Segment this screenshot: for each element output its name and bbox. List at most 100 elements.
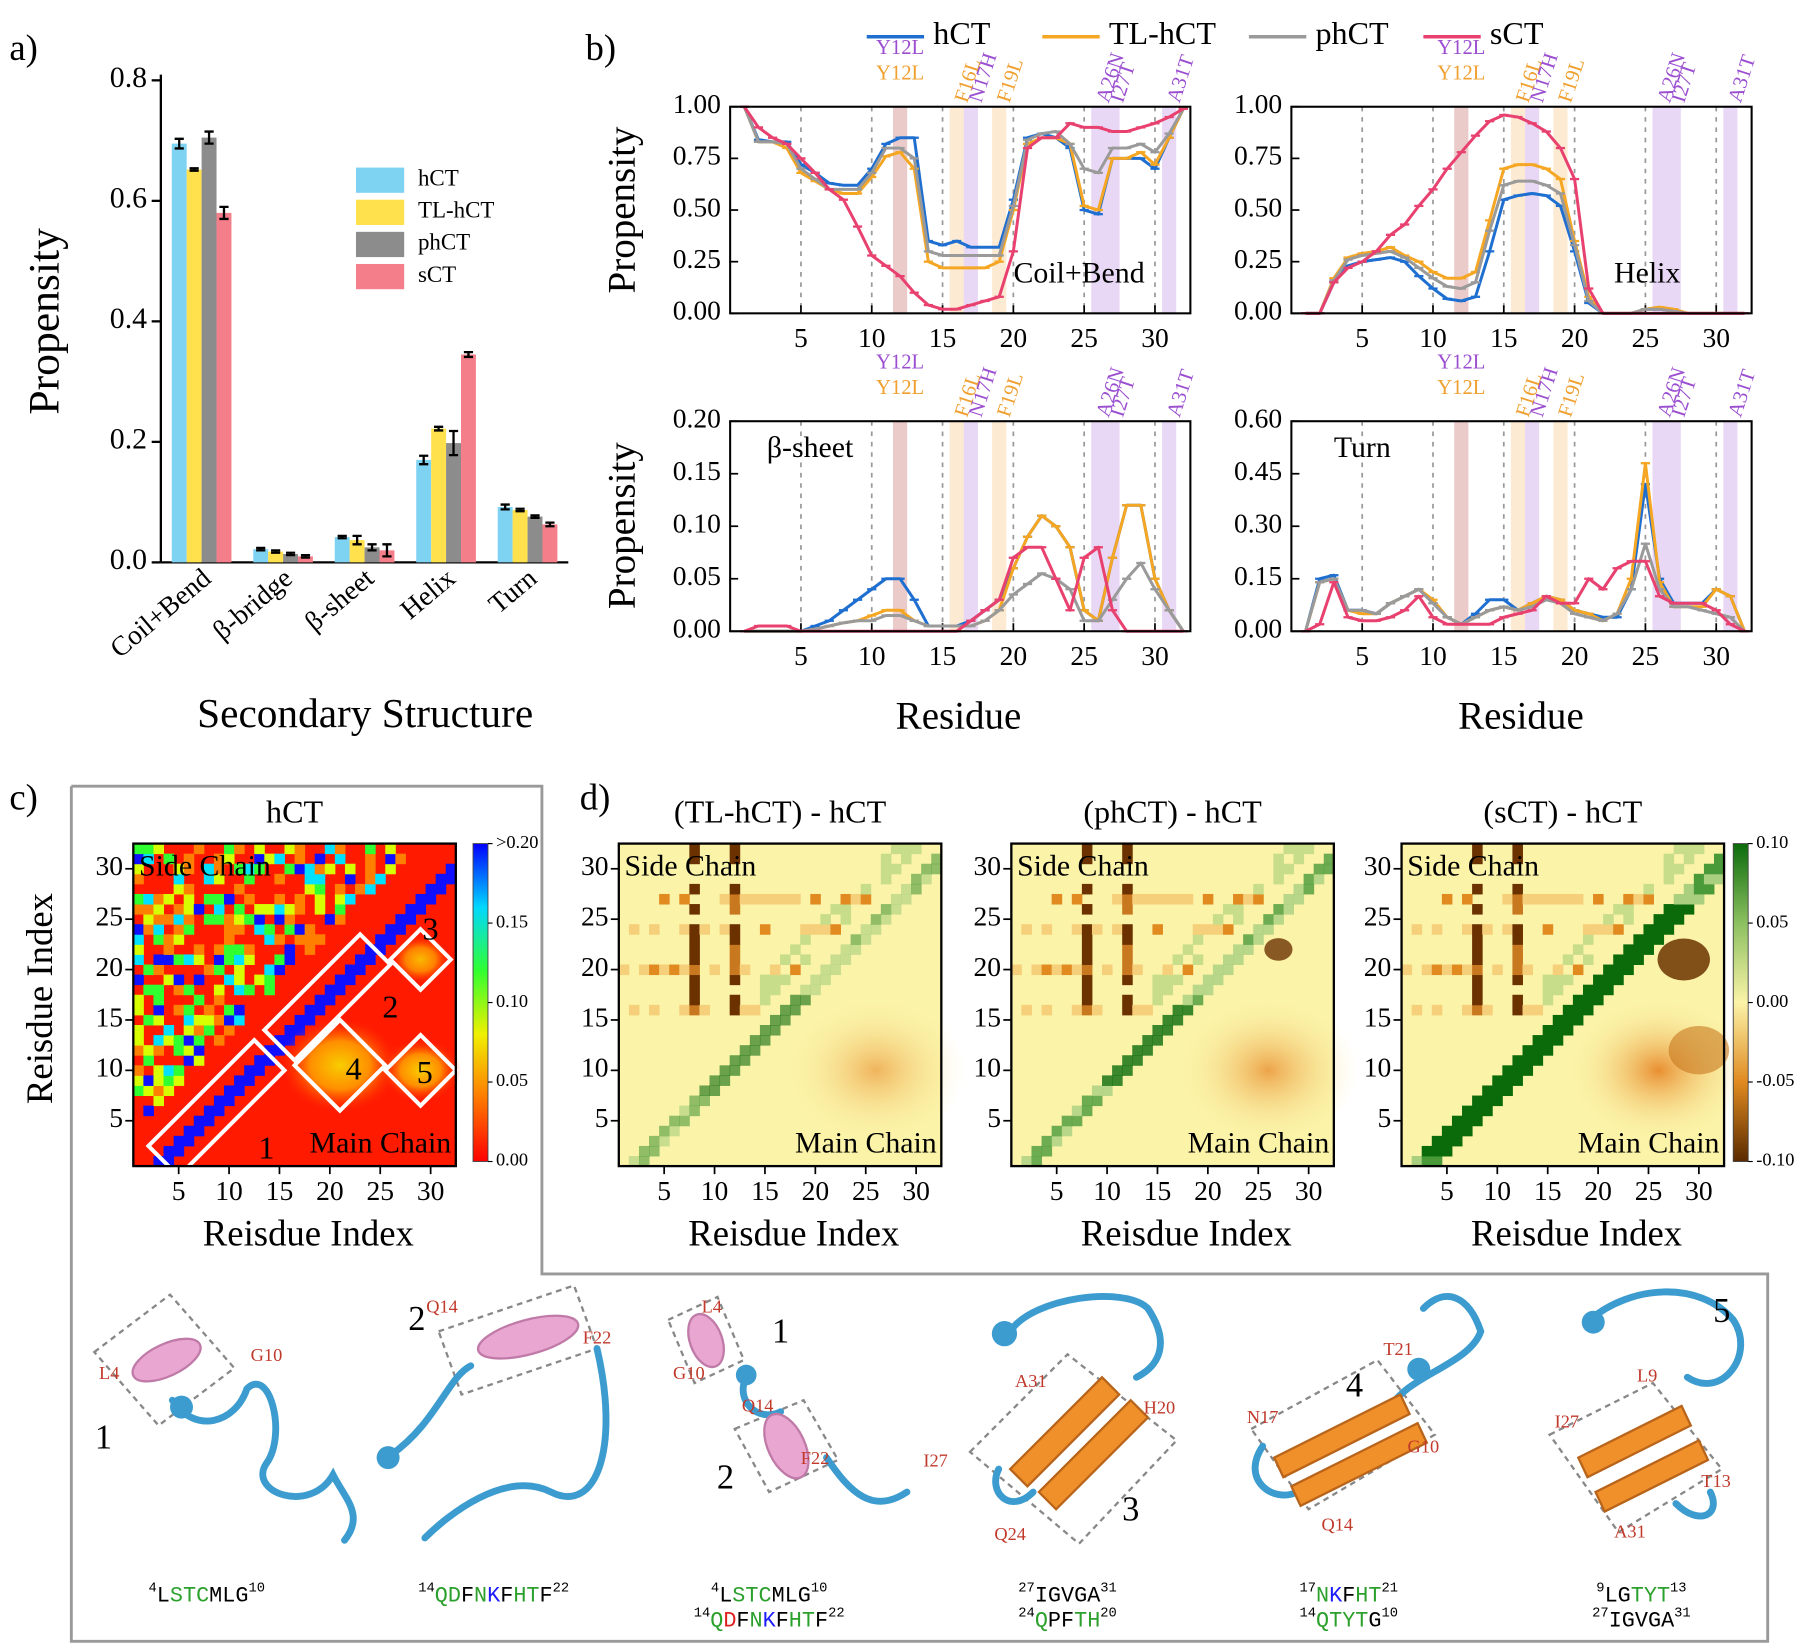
residue-label: N17	[1247, 1407, 1279, 1427]
heatmap-cell	[1152, 893, 1163, 905]
heatmap-cell	[689, 843, 700, 855]
heatmap-cell	[729, 1065, 741, 1076]
legend-label: sCT	[418, 262, 456, 287]
heatmap-cell	[1293, 843, 1305, 855]
heatmap-cell	[860, 883, 872, 895]
heatmap-cell	[304, 944, 316, 955]
mutation-label: Y12L	[1437, 352, 1485, 374]
heatmap-cell	[1303, 883, 1315, 895]
heatmap-cell	[1582, 1004, 1594, 1016]
map-title: hCT	[266, 793, 323, 829]
heatmap-cell	[1713, 863, 1725, 875]
heatmap-cell	[1472, 1115, 1483, 1127]
heatmap-cell	[133, 1035, 144, 1046]
heatmap-cell	[1603, 984, 1614, 996]
heatmap-cell	[314, 904, 326, 915]
heatmap-cell	[1552, 893, 1564, 905]
heatmap-cell	[780, 1014, 791, 1026]
heatmap-cell	[1462, 1105, 1473, 1117]
y-tick-label: 0.15	[1234, 560, 1282, 591]
heatmap-cell	[153, 1156, 165, 1167]
x-tick-label: 5	[1440, 1175, 1454, 1206]
residue-label: G10	[251, 1345, 283, 1365]
heatmap-cell	[1693, 843, 1705, 855]
heatmap-cell	[224, 954, 235, 965]
heatmap-cell	[213, 964, 225, 976]
y-tick-label: 15	[1364, 1001, 1392, 1032]
heatmap-shade	[1668, 1026, 1730, 1075]
x-tick-label: 15	[929, 322, 957, 353]
residue-label: L4	[702, 1297, 722, 1317]
error-bar	[448, 429, 459, 457]
x-axis-label: Secondary Structure	[197, 690, 533, 736]
heatmap-cell	[1673, 904, 1685, 915]
heatmap-cell	[264, 1045, 275, 1056]
heatmap-cell	[1313, 863, 1325, 875]
heatmap-cell	[213, 904, 225, 915]
heatmap-cell	[1431, 1145, 1443, 1157]
heatmap-cell	[1011, 964, 1022, 976]
heatmap-cell	[1253, 883, 1264, 895]
heatmap-cell	[254, 974, 265, 986]
heatmap-cell	[324, 843, 336, 855]
y-tick-label: 10	[1364, 1052, 1392, 1083]
error-bar	[271, 549, 281, 554]
residue-letter: Q	[435, 1583, 448, 1608]
heatmap-cell	[749, 1045, 761, 1056]
heatmap-cell	[1482, 1004, 1493, 1016]
heatmap-cell	[800, 954, 811, 965]
heatmap-cell	[304, 863, 316, 875]
mutation-band	[1652, 106, 1667, 314]
heatmap-cell	[405, 904, 416, 915]
residue-letter: L	[157, 1583, 170, 1608]
panel-annotation: Turn	[1334, 431, 1391, 464]
map-title: (sCT) - hCT	[1483, 793, 1642, 829]
mutation-band	[949, 106, 964, 314]
heatmap-cell	[375, 944, 386, 955]
heatmap-cell	[294, 924, 306, 935]
heatmap-cell	[1713, 853, 1725, 865]
y-tick-label: 25	[95, 900, 123, 931]
x-tick-label: 25	[1632, 640, 1660, 671]
heatmap-cell	[1222, 924, 1234, 935]
heatmap-cell	[1623, 964, 1634, 976]
heatmap-cell	[133, 1024, 144, 1036]
heatmap-cell	[334, 853, 346, 865]
heatmap-cell	[244, 863, 255, 875]
residue-letter: C	[196, 1583, 209, 1608]
heatmap-cell	[679, 1115, 690, 1127]
residue-letter: Q	[710, 1608, 723, 1633]
error-bar	[367, 543, 377, 552]
heatmap-cell	[1122, 1065, 1133, 1076]
heatmap-cell	[143, 914, 154, 925]
heatmap-cell	[163, 1035, 175, 1046]
heatmap-cell	[840, 893, 852, 905]
heatmap-cell	[234, 883, 245, 895]
heatmap-cell	[1293, 883, 1305, 895]
heatmap-cell	[153, 964, 165, 976]
heatmap-cell	[1512, 883, 1523, 895]
heatmap-cell	[1572, 1014, 1584, 1026]
region-label: 4	[346, 1050, 362, 1086]
heatmap-cell	[1653, 934, 1665, 945]
x-tick-label: 20	[1000, 640, 1028, 671]
heatmap-cell	[1693, 893, 1705, 905]
heatmap-cell	[1441, 964, 1453, 976]
heatmap-cell	[1222, 904, 1234, 915]
heatmap-cell	[153, 843, 165, 855]
heatmap-cell	[163, 944, 175, 955]
heatmap-cell	[1653, 924, 1665, 935]
x-tick-label: 15	[929, 640, 957, 671]
heatmap-cell	[153, 904, 165, 915]
heatmap-cell	[213, 863, 225, 875]
heatmap-cell	[133, 974, 144, 986]
heatmap-cell	[1172, 893, 1184, 905]
region-label: 3	[423, 910, 439, 946]
heatmap-cell	[1643, 893, 1654, 905]
heatmap-cell	[254, 904, 265, 915]
heatmap-cell	[1162, 1014, 1174, 1026]
residue-label: Q14	[1321, 1515, 1353, 1535]
residue-letter: S	[732, 1583, 745, 1608]
annotation: Main Chain	[310, 1126, 452, 1159]
x-axis-label: Reisdue Index	[203, 1213, 414, 1254]
